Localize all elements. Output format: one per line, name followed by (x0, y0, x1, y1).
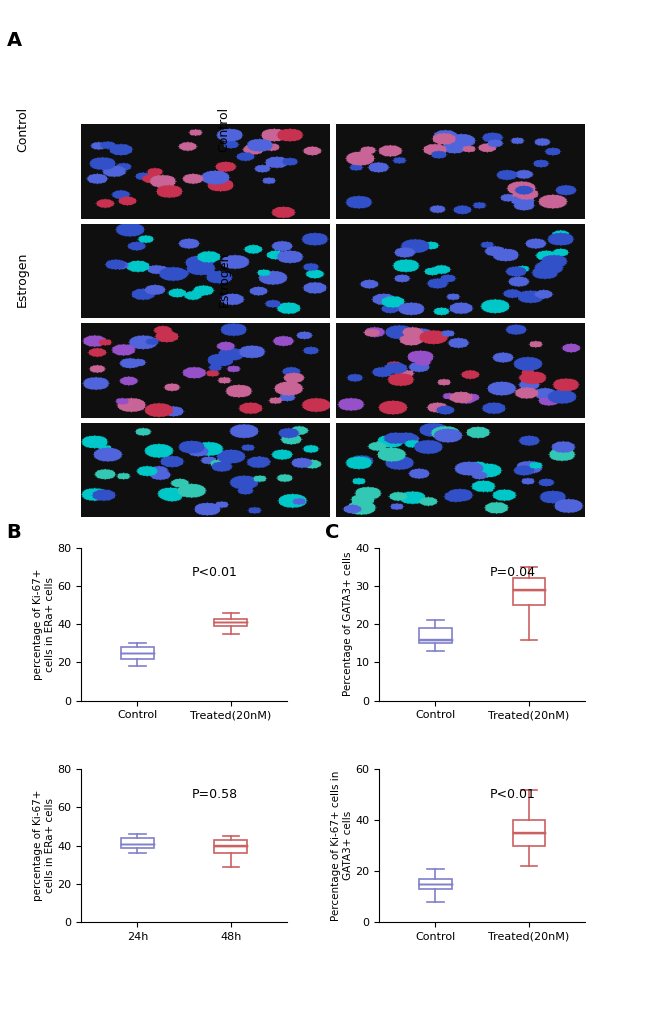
FancyBboxPatch shape (121, 648, 153, 659)
Text: A: A (6, 31, 21, 50)
Text: P=0.04: P=0.04 (490, 567, 536, 579)
Text: C: C (325, 523, 339, 542)
FancyBboxPatch shape (214, 840, 247, 854)
FancyBboxPatch shape (513, 578, 545, 605)
FancyBboxPatch shape (214, 618, 247, 626)
FancyBboxPatch shape (419, 628, 452, 643)
Text: B: B (6, 523, 21, 542)
Y-axis label: percentage of Ki-67+
cells in ERa+ cells: percentage of Ki-67+ cells in ERa+ cells (33, 790, 55, 901)
Text: P<0.01: P<0.01 (490, 787, 536, 801)
Y-axis label: Percentage of Ki-67+ cells in
GATA3+ cells: Percentage of Ki-67+ cells in GATA3+ cel… (331, 771, 353, 921)
FancyBboxPatch shape (513, 821, 545, 845)
Y-axis label: percentage of Ki-67+
cells in ERa+ cells: percentage of Ki-67+ cells in ERa+ cells (33, 569, 55, 680)
Text: P<0.01: P<0.01 (192, 567, 238, 579)
FancyBboxPatch shape (121, 838, 153, 847)
Y-axis label: Percentage of GATA3+ cells: Percentage of GATA3+ cells (343, 552, 353, 696)
Text: Control: Control (16, 107, 29, 152)
FancyBboxPatch shape (419, 879, 452, 889)
Text: P=0.58: P=0.58 (192, 787, 238, 801)
Text: Control: Control (218, 107, 231, 152)
Text: Estrogen: Estrogen (218, 252, 231, 308)
Text: Estrogen: Estrogen (16, 252, 29, 308)
